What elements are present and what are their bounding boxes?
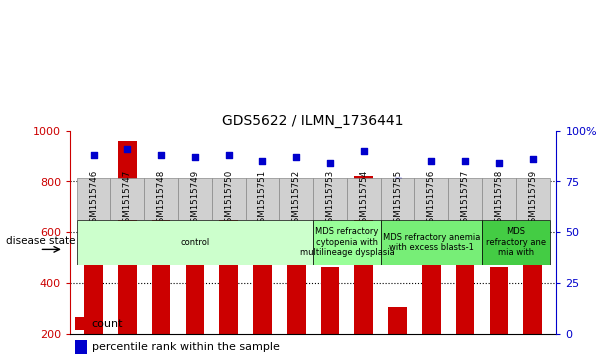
Bar xyxy=(185,230,204,363)
Text: GSM1515754: GSM1515754 xyxy=(359,170,368,228)
Text: GSM1515753: GSM1515753 xyxy=(325,170,334,228)
FancyBboxPatch shape xyxy=(246,178,279,220)
Text: count: count xyxy=(92,318,123,329)
Text: MDS refractory
cytopenia with
multilineage dysplasia: MDS refractory cytopenia with multilinea… xyxy=(300,227,394,257)
FancyBboxPatch shape xyxy=(381,220,482,265)
Bar xyxy=(287,230,306,363)
FancyBboxPatch shape xyxy=(313,220,381,265)
Text: GSM1515746: GSM1515746 xyxy=(89,170,98,228)
Bar xyxy=(219,208,238,363)
Bar xyxy=(456,256,474,363)
FancyBboxPatch shape xyxy=(77,178,111,220)
Bar xyxy=(489,266,508,363)
Text: MDS refractory anemia
with excess blasts-1: MDS refractory anemia with excess blasts… xyxy=(382,233,480,252)
FancyBboxPatch shape xyxy=(313,178,347,220)
Bar xyxy=(85,225,103,363)
Point xyxy=(190,154,200,160)
Bar xyxy=(389,307,407,363)
Point xyxy=(460,158,470,164)
FancyBboxPatch shape xyxy=(516,178,550,220)
FancyBboxPatch shape xyxy=(212,178,246,220)
Text: GSM1515755: GSM1515755 xyxy=(393,170,402,228)
FancyBboxPatch shape xyxy=(178,178,212,220)
Text: GSM1515756: GSM1515756 xyxy=(427,170,436,228)
Point xyxy=(359,148,368,154)
FancyBboxPatch shape xyxy=(448,178,482,220)
Text: percentile rank within the sample: percentile rank within the sample xyxy=(92,342,280,352)
FancyBboxPatch shape xyxy=(144,178,178,220)
Title: GDS5622 / ILMN_1736441: GDS5622 / ILMN_1736441 xyxy=(223,114,404,128)
Text: disease state: disease state xyxy=(6,236,75,246)
Bar xyxy=(152,213,170,363)
Point xyxy=(258,158,268,164)
Text: GSM1515747: GSM1515747 xyxy=(123,170,132,228)
Bar xyxy=(75,317,87,330)
Text: GSM1515748: GSM1515748 xyxy=(157,170,165,228)
FancyBboxPatch shape xyxy=(279,178,313,220)
FancyBboxPatch shape xyxy=(111,178,144,220)
Text: MDS
refractory ane
mia with: MDS refractory ane mia with xyxy=(486,227,546,257)
Bar xyxy=(523,239,542,363)
Point xyxy=(325,160,335,166)
Point xyxy=(156,152,166,158)
Bar xyxy=(253,265,272,363)
Point xyxy=(494,160,504,166)
FancyBboxPatch shape xyxy=(77,220,313,265)
Text: GSM1515757: GSM1515757 xyxy=(461,170,469,228)
Point xyxy=(426,158,436,164)
Text: control: control xyxy=(181,238,210,247)
Bar xyxy=(75,340,87,354)
Point xyxy=(528,156,537,162)
Text: GSM1515752: GSM1515752 xyxy=(292,170,301,228)
Bar xyxy=(321,266,339,363)
Bar xyxy=(354,176,373,363)
FancyBboxPatch shape xyxy=(482,220,550,265)
Bar xyxy=(422,255,441,363)
Point xyxy=(122,146,132,152)
Text: GSM1515749: GSM1515749 xyxy=(190,170,199,228)
Point xyxy=(393,179,402,184)
Text: GSM1515751: GSM1515751 xyxy=(258,170,267,228)
FancyBboxPatch shape xyxy=(381,178,415,220)
Text: GSM1515759: GSM1515759 xyxy=(528,170,537,228)
FancyBboxPatch shape xyxy=(482,178,516,220)
Text: GSM1515758: GSM1515758 xyxy=(494,170,503,228)
FancyBboxPatch shape xyxy=(347,178,381,220)
Bar xyxy=(118,141,137,363)
Text: GSM1515750: GSM1515750 xyxy=(224,170,233,228)
Point xyxy=(224,152,233,158)
Point xyxy=(89,152,98,158)
Point xyxy=(291,154,301,160)
FancyBboxPatch shape xyxy=(415,178,448,220)
